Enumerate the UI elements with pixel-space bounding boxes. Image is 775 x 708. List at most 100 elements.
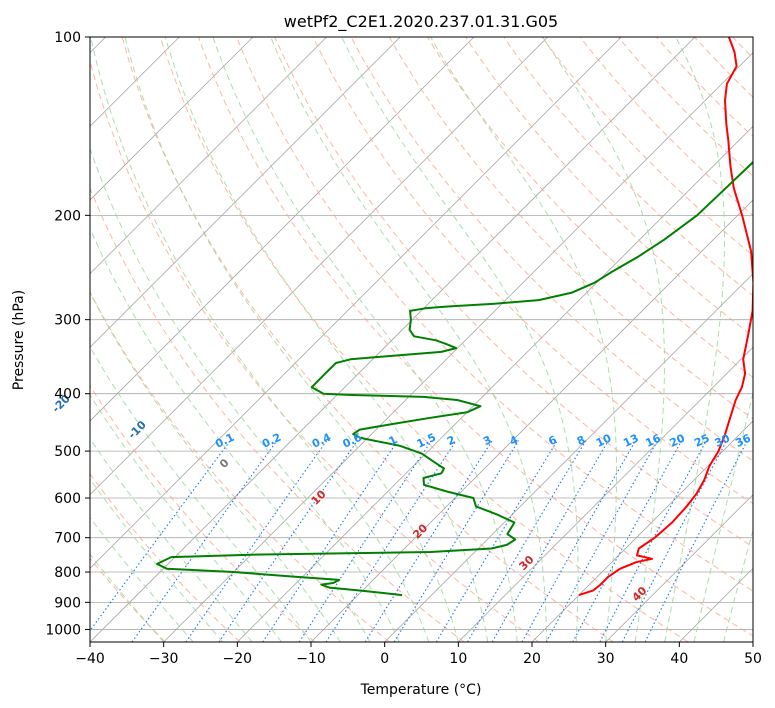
dry-adiabat-line (312, 37, 753, 505)
temperature-profile-line (578, 37, 753, 597)
y-tick-label: 900 (54, 595, 81, 611)
dry-adiabat-line (617, 37, 753, 177)
mixing-ratio-label: 10 (594, 431, 614, 449)
y-tick-label: 200 (54, 208, 81, 224)
mixing-ratio-label: 30 (713, 431, 733, 449)
moist-adiabat-line (90, 516, 194, 642)
moist-adiabat-line (90, 291, 341, 642)
x-tick-label: −40 (75, 651, 105, 667)
y-tick-label: 400 (54, 387, 81, 403)
dry-adiabat-label: -10 (126, 418, 149, 441)
mixing-ratio-label: 0.1 (213, 431, 236, 451)
mixing-ratio-label: 6 (546, 433, 559, 448)
moist-adiabat-line (664, 37, 726, 642)
moist-adiabat-line (212, 37, 518, 642)
isotherm-line (458, 346, 753, 642)
dry-adiabat-line (90, 472, 241, 642)
mixing-ratio-line (90, 440, 231, 632)
moist-adiabat-line (693, 390, 753, 642)
mixing-ratio-line (467, 440, 587, 642)
x-tick-label: −10 (296, 651, 326, 667)
x-tick-label: 0 (380, 651, 389, 667)
y-tick-label: 800 (54, 565, 81, 581)
moist-adiabat-line (90, 227, 371, 642)
x-tick-label: 50 (744, 651, 762, 667)
isotherm-line (531, 420, 753, 642)
mixing-ratio-line (131, 440, 278, 642)
moist-adiabat-line (341, 37, 579, 642)
mixing-ratio-line (393, 440, 520, 642)
mixing-ratio-label: 2 (445, 433, 457, 448)
background-lines (90, 37, 775, 642)
plot-frame (89, 36, 754, 643)
dry-adiabat-line (771, 37, 775, 642)
dry-adiabat-line (732, 37, 753, 59)
mixing-ratio-line (325, 440, 457, 642)
isotherm-line (90, 37, 327, 275)
moist-adiabat-line (90, 437, 253, 642)
dry-adiabat-line (236, 37, 753, 592)
mixing-ratio-line (491, 440, 609, 642)
dry-adiabat-label: 20 (410, 521, 430, 541)
profile-lines (156, 37, 753, 597)
dry-adiabat-line (90, 291, 390, 642)
mixing-ratio-label: 13 (621, 432, 640, 450)
x-tick-label: 40 (670, 651, 688, 667)
y-tick-label: 600 (54, 491, 81, 507)
isotherm-line (90, 37, 622, 569)
dry-adiabat-line (90, 186, 465, 642)
axes: −40 −30 −20 −10 0 10 20 30 40 5010020030040050060… (45, 30, 762, 667)
x-axis-label: Temperature (°C) (360, 682, 482, 698)
isotherm-line (752, 641, 753, 642)
mixing-ratio-label: 0.4 (310, 431, 333, 451)
dry-adiabat-line (694, 37, 753, 98)
mixing-ratio-line (621, 440, 728, 642)
mixing-ratio-label: 36 (733, 431, 753, 449)
moist-adiabat-line (90, 478, 223, 642)
moist-adiabat-line (723, 528, 753, 642)
dry-adiabat-line (274, 37, 753, 548)
isotherm-line (163, 52, 753, 642)
moist-adiabat-line (90, 394, 282, 642)
mixing-ratio-line (545, 440, 659, 642)
moist-adiabat-line (542, 37, 665, 642)
y-tick-label: 700 (54, 531, 81, 547)
mixing-ratio-label: 20 (668, 431, 688, 449)
moist-adiabat-line (90, 147, 400, 642)
isotherm-line (90, 37, 401, 348)
isotherm-line (90, 37, 475, 422)
y-tick-label: 1000 (45, 622, 81, 638)
dry-adiabat-line (159, 37, 689, 642)
moist-adiabat-line (124, 37, 459, 642)
y-tick-label: 300 (54, 313, 81, 329)
moist-adiabat-line (430, 37, 617, 642)
dry-adiabat-line (465, 37, 753, 337)
mixing-ratio-line (185, 440, 328, 642)
x-tick-label: 20 (523, 651, 541, 667)
mixing-ratio-line (218, 440, 358, 642)
x-tick-label: 30 (597, 651, 615, 667)
dry-adiabat-line (426, 37, 753, 378)
moist-adiabat-line (90, 37, 430, 642)
dry-adiabat-line (388, 37, 753, 420)
mixing-ratio-line (599, 440, 707, 642)
mixing-ratio-line (521, 440, 637, 642)
dry-adiabat-line (656, 37, 753, 138)
isotherm-line (237, 125, 753, 642)
dry-adiabat-label: 30 (517, 553, 537, 573)
isotherm-line (90, 37, 548, 496)
mixing-ratio-line (262, 440, 399, 642)
isotherm-line (310, 199, 753, 642)
x-tick-label: 10 (449, 651, 467, 667)
isotherm-line (384, 273, 753, 642)
mixing-ratio-line (298, 440, 432, 642)
x-tick-label: −20 (223, 651, 253, 667)
chart-title: wetPf2_C2E1.2020.237.01.31.G05 (284, 12, 558, 32)
mixing-ratio-line (644, 440, 748, 642)
y-tick-label: 100 (54, 30, 81, 46)
mixing-ratio-label: 16 (643, 431, 663, 449)
dry-adiabat-line (90, 59, 540, 642)
dry-adiabat-line (121, 37, 614, 642)
moist-adiabat-line (90, 345, 312, 642)
isotherm-line (605, 494, 753, 642)
